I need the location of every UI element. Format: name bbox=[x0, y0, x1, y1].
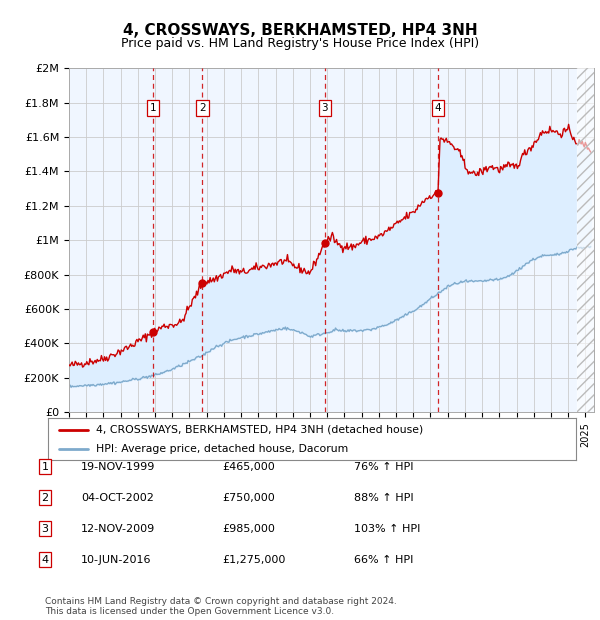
Text: 19-NOV-1999: 19-NOV-1999 bbox=[81, 462, 155, 472]
Text: 3: 3 bbox=[41, 524, 49, 534]
Text: 2: 2 bbox=[199, 103, 206, 113]
Bar bbox=[577, 68, 599, 412]
Text: 3: 3 bbox=[322, 103, 328, 113]
Text: £750,000: £750,000 bbox=[222, 493, 275, 503]
Text: 2: 2 bbox=[41, 493, 49, 503]
Text: £985,000: £985,000 bbox=[222, 524, 275, 534]
Text: HPI: Average price, detached house, Dacorum: HPI: Average price, detached house, Daco… bbox=[95, 445, 348, 454]
Text: 4: 4 bbox=[435, 103, 442, 113]
Text: 04-OCT-2002: 04-OCT-2002 bbox=[81, 493, 154, 503]
Text: 12-NOV-2009: 12-NOV-2009 bbox=[81, 524, 155, 534]
Text: 4, CROSSWAYS, BERKHAMSTED, HP4 3NH: 4, CROSSWAYS, BERKHAMSTED, HP4 3NH bbox=[122, 23, 478, 38]
Text: 4, CROSSWAYS, BERKHAMSTED, HP4 3NH (detached house): 4, CROSSWAYS, BERKHAMSTED, HP4 3NH (deta… bbox=[95, 425, 423, 435]
Text: 1: 1 bbox=[149, 103, 157, 113]
Text: 10-JUN-2016: 10-JUN-2016 bbox=[81, 555, 151, 565]
Text: Contains HM Land Registry data © Crown copyright and database right 2024.: Contains HM Land Registry data © Crown c… bbox=[45, 597, 397, 606]
Text: 66% ↑ HPI: 66% ↑ HPI bbox=[354, 555, 413, 565]
Text: 76% ↑ HPI: 76% ↑ HPI bbox=[354, 462, 413, 472]
Text: £465,000: £465,000 bbox=[222, 462, 275, 472]
Text: 1: 1 bbox=[41, 462, 49, 472]
Text: £1,275,000: £1,275,000 bbox=[222, 555, 286, 565]
Text: 88% ↑ HPI: 88% ↑ HPI bbox=[354, 493, 413, 503]
Text: 4: 4 bbox=[41, 555, 49, 565]
Text: 103% ↑ HPI: 103% ↑ HPI bbox=[354, 524, 421, 534]
Bar bbox=[577, 68, 599, 412]
Text: Price paid vs. HM Land Registry's House Price Index (HPI): Price paid vs. HM Land Registry's House … bbox=[121, 37, 479, 50]
Text: This data is licensed under the Open Government Licence v3.0.: This data is licensed under the Open Gov… bbox=[45, 606, 334, 616]
